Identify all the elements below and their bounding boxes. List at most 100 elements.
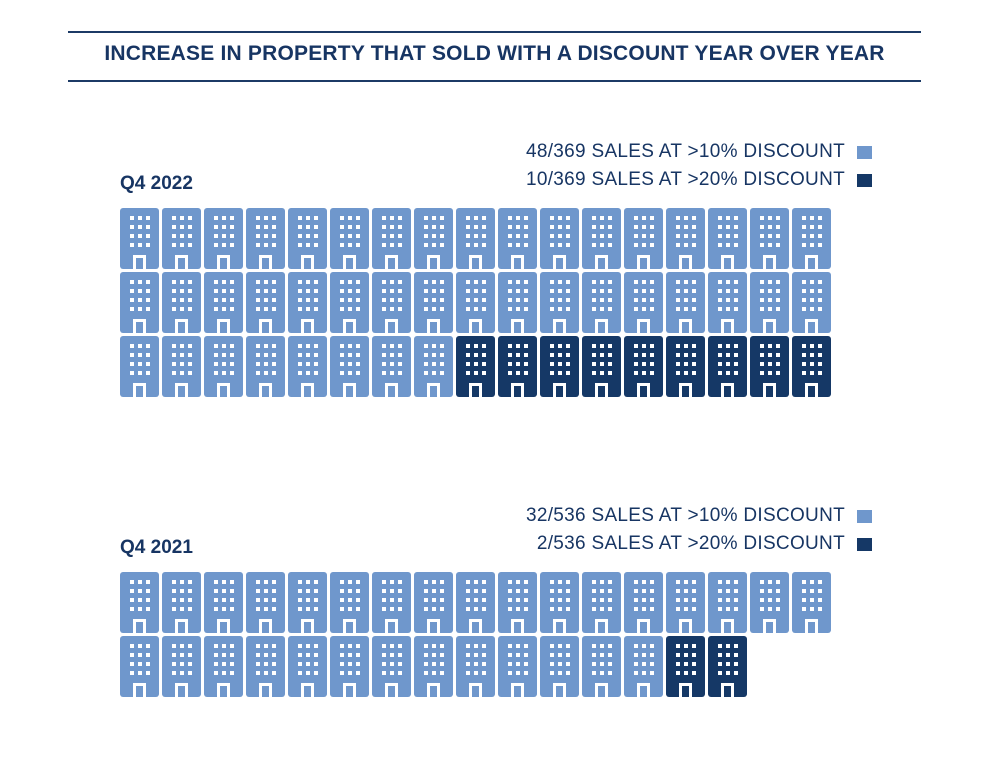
building-icon-light [372,572,411,633]
building-icon-light [246,636,285,697]
building-icon-light [204,572,243,633]
building-icon-dark [792,336,831,397]
building-icon-dark [456,336,495,397]
building-icon-light [204,636,243,697]
building-icon-light [624,636,663,697]
building-icon-light [666,272,705,333]
building-icon-light [162,336,201,397]
building-icon-light [120,208,159,269]
building-icon-light [288,272,327,333]
building-icon-light [792,572,831,633]
building-icon-light [582,272,621,333]
building-icon-light [582,208,621,269]
legend-item-2022-20pct: 10/369 SALES AT >20% DISCOUNT [525,169,872,190]
building-icon-light [792,208,831,269]
building-icon-light [750,272,789,333]
building-icon-light [120,272,159,333]
building-icon-dark [582,336,621,397]
building-icon-dark [666,336,705,397]
building-icon-light [246,272,285,333]
building-icon-dark [708,336,747,397]
building-icon-light [792,272,831,333]
building-icon-light [540,572,579,633]
legend-item-2021-10pct: 32/536 SALES AT >10% DISCOUNT [525,505,872,526]
legend-swatch-dark [857,537,872,551]
building-icon-light [666,572,705,633]
building-icon-dark [624,336,663,397]
building-icon-light [330,336,369,397]
building-icon-light [330,208,369,269]
building-icon-light [288,572,327,633]
period-label-2022: Q4 2022 [120,173,193,194]
building-icon-light [624,272,663,333]
building-icon-light [414,572,453,633]
building-icon-light [750,572,789,633]
building-icon-light [540,636,579,697]
building-icon-light [498,272,537,333]
building-icon-light [456,208,495,269]
building-icon-dark [708,636,747,697]
building-icon-light [582,636,621,697]
building-icon-light [372,636,411,697]
building-icon-light [372,336,411,397]
building-icon-light [204,336,243,397]
building-icon-light [498,572,537,633]
legend-label: 2/536 SALES AT >20% DISCOUNT [536,533,845,554]
building-icon-light [246,336,285,397]
building-icon-light [456,636,495,697]
building-icon-light [414,336,453,397]
building-icon-light [708,272,747,333]
building-icon-light [540,272,579,333]
legend-item-2021-20pct: 2/536 SALES AT >20% DISCOUNT [526,533,872,554]
building-icon-dark [540,336,579,397]
building-icon-light [288,208,327,269]
building-icon-light [204,272,243,333]
legend-2022: 48/369 SALES AT >10% DISCOUNT 10/369 SAL… [525,141,872,190]
building-icon-light [708,208,747,269]
building-icon-light [540,208,579,269]
legend-label: 10/369 SALES AT >20% DISCOUNT [525,169,845,190]
building-icon-dark [666,636,705,697]
building-grid-2021 [120,572,872,697]
building-icon-light [288,336,327,397]
chart-title: INCREASE IN PROPERTY THAT SOLD WITH A DI… [104,42,885,65]
legend-label: 48/369 SALES AT >10% DISCOUNT [525,141,845,162]
building-icon-light [414,636,453,697]
legend-2021: 32/536 SALES AT >10% DISCOUNT 2/536 SALE… [525,505,872,554]
building-icon-light [582,572,621,633]
building-icon-light [330,572,369,633]
building-icon-light [624,208,663,269]
building-icon-light [120,336,159,397]
building-icon-light [162,208,201,269]
building-grid-2022 [120,208,872,397]
building-icon-light [288,636,327,697]
building-icon-light [414,272,453,333]
legend-item-2022-10pct: 48/369 SALES AT >10% DISCOUNT [525,141,872,162]
legend-label: 32/536 SALES AT >10% DISCOUNT [525,505,845,526]
building-icon-light [372,272,411,333]
title-rule-top [68,31,921,33]
title-rule-bottom [68,80,921,82]
period-label-2021: Q4 2021 [120,537,193,558]
building-icon-light [162,636,201,697]
building-icon-light [708,572,747,633]
building-icon-dark [498,336,537,397]
building-icon-light [330,272,369,333]
building-icon-light [456,572,495,633]
building-icon-light [246,572,285,633]
building-icon-light [624,572,663,633]
building-icon-light [246,208,285,269]
building-icon-light [162,572,201,633]
building-icon-light [162,272,201,333]
building-icon-dark [750,336,789,397]
building-icon-light [750,208,789,269]
building-icon-light [204,208,243,269]
legend-swatch-light [857,509,872,523]
legend-swatch-light [857,145,872,159]
building-icon-light [120,572,159,633]
building-icon-light [498,208,537,269]
building-icon-light [498,636,537,697]
building-icon-light [666,208,705,269]
building-icon-light [372,208,411,269]
building-icon-light [456,272,495,333]
